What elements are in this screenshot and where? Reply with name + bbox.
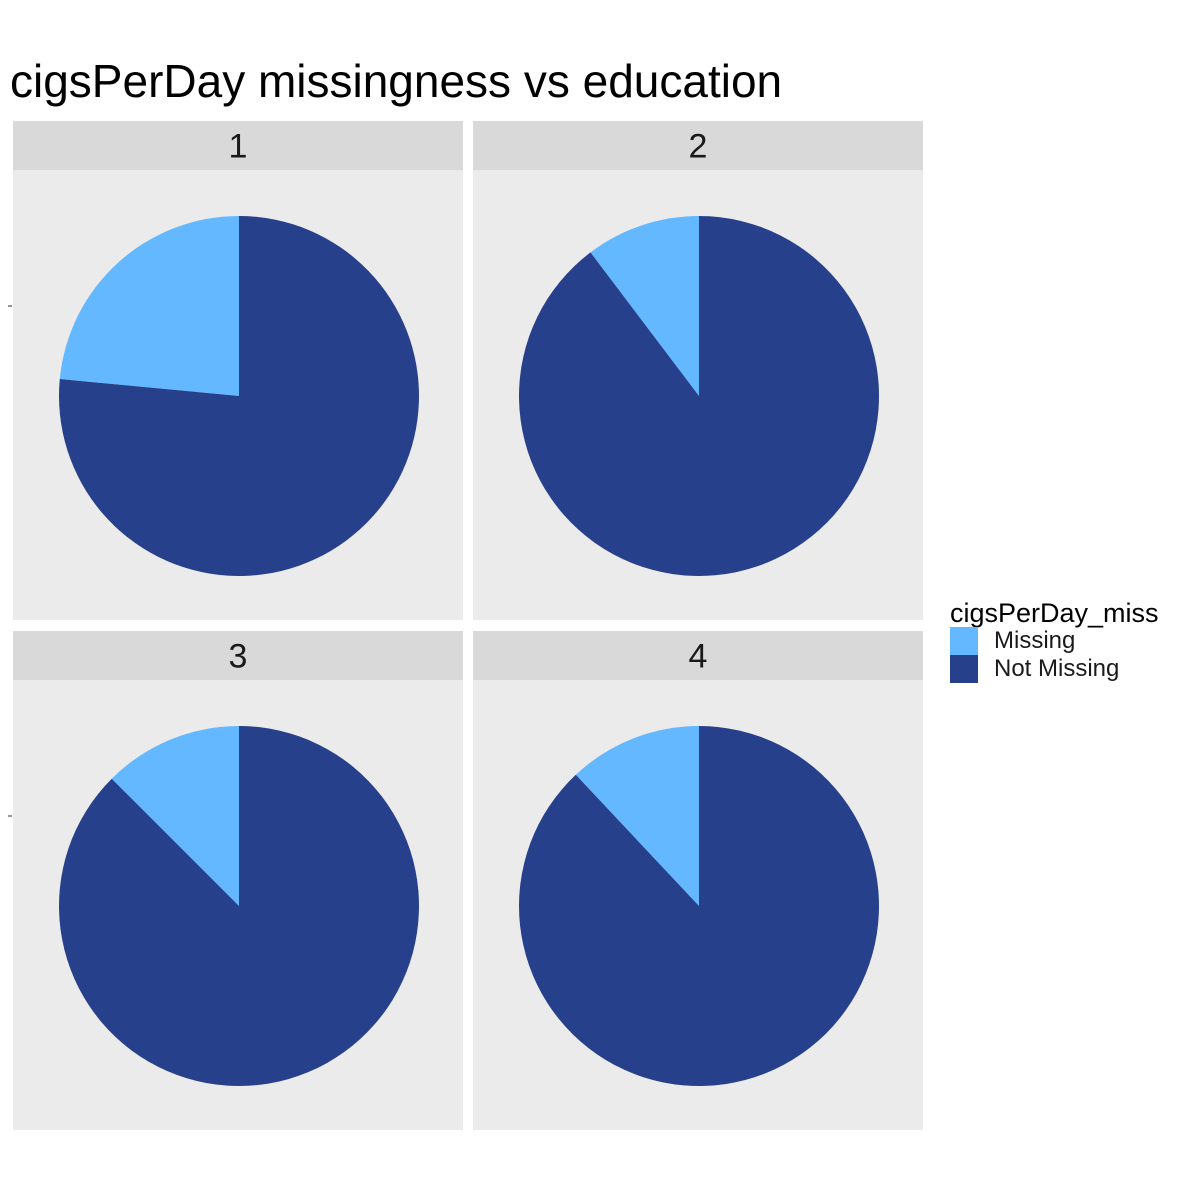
facet-3-strip (13, 631, 463, 680)
facet-2-slice-missing (590, 216, 699, 396)
legend-key-not-missing (950, 655, 978, 683)
facet-2-slice-not-missing (518, 216, 880, 576)
facet-3-slice-not-missing (59, 726, 420, 1086)
facet-4-strip-label: 4 (689, 638, 708, 676)
facet-1-slice-missing (59, 216, 240, 396)
legend-label-not-missing: Not Missing (994, 655, 1120, 682)
legend-title: cigsPerDay_miss (950, 598, 1159, 628)
legend-key-missing (950, 627, 978, 655)
facet-4-slice-not-missing (519, 726, 880, 1086)
facet-1-slice-not-missing (58, 216, 419, 576)
legend-item-missing: Missing (950, 627, 1159, 655)
facet-2-strip (473, 121, 923, 170)
legend-item-not-missing: Not Missing (950, 655, 1159, 683)
facet-4-strip (473, 631, 923, 680)
facet-2-strip-label: 2 (689, 128, 708, 166)
legend-label-missing: Missing (994, 627, 1076, 654)
facet-4-slice-missing (575, 726, 699, 906)
chart-title: cigsPerDay missingness vs education (10, 55, 783, 107)
facet-1-strip (13, 121, 463, 170)
facet-3-slice-missing (111, 726, 239, 906)
facet-1-strip-label: 1 (229, 128, 248, 166)
facet-3-strip-label: 3 (229, 638, 248, 676)
legend: cigsPerDay_miss Missing Not Missing (950, 600, 1159, 683)
